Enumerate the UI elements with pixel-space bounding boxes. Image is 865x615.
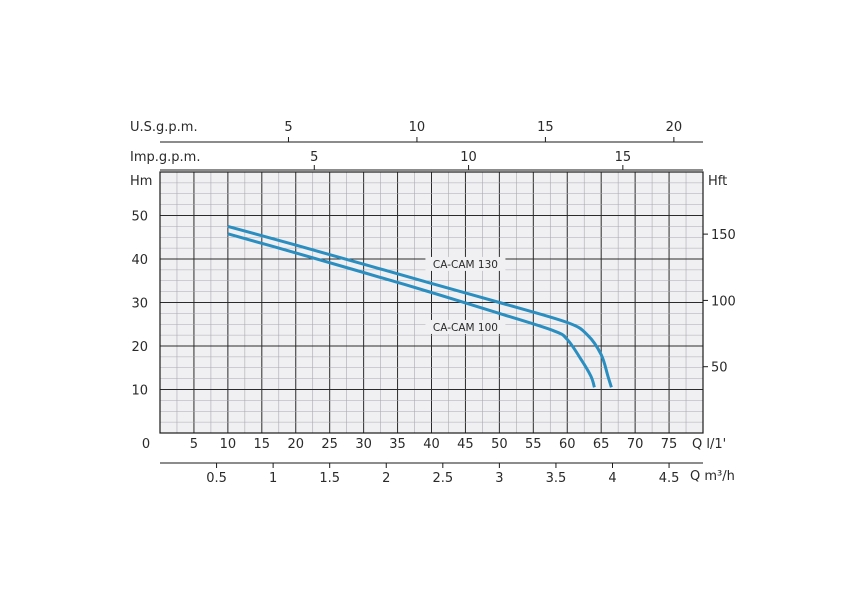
series-layer: CA-CAM 130 CA-CAM 100 <box>227 224 613 388</box>
x-tick-label: 35 <box>389 437 406 452</box>
hft-tick-label: 150 <box>711 228 736 243</box>
y-tick-label: 40 <box>131 253 148 268</box>
m3h-tick-label: 1 <box>269 471 277 486</box>
m3h-tick-label: 2 <box>382 471 390 486</box>
usgpm-axis-label: U.S.g.p.m. <box>130 120 198 135</box>
usgpm-axis: 5 10 15 20 <box>284 120 682 142</box>
x-axis-unit-label: Q l/1' <box>692 437 726 452</box>
x-tick-label: 0 <box>142 437 150 452</box>
m3h-tick-label: 0.5 <box>206 471 227 486</box>
x-tick-label: 75 <box>661 437 678 452</box>
impgpm-tick-label: 5 <box>310 150 318 165</box>
x-tick-label: 30 <box>355 437 372 452</box>
x-tick-label: 50 <box>491 437 508 452</box>
y-axis: 10 20 30 40 50 <box>131 210 148 399</box>
x-tick-label: 55 <box>525 437 542 452</box>
x-tick-label: 15 <box>254 437 271 452</box>
x-tick-label: 20 <box>287 437 304 452</box>
x-tick-label: 65 <box>593 437 610 452</box>
series-label-bg <box>425 256 506 271</box>
hft-tick-label: 50 <box>711 361 728 376</box>
m3h-tick-label: 1.5 <box>319 471 340 486</box>
impgpm-tick-label: 10 <box>460 150 477 165</box>
y-tick-label: 10 <box>131 384 148 399</box>
m3h-tick-label: 3.5 <box>546 471 567 486</box>
m3h-tick-label: 3 <box>495 471 503 486</box>
x-tick-label: 5 <box>190 437 198 452</box>
usgpm-tick-label: 10 <box>409 120 426 135</box>
m3h-axis-label: Q m³/h <box>690 469 735 484</box>
x-axis: 0 5 10 15 20 25 30 35 40 45 50 55 60 65 70 75 <box>142 437 677 452</box>
m3h-tick-label: 2.5 <box>432 471 453 486</box>
x-tick-label: 25 <box>321 437 338 452</box>
hft-axis-label: Hft <box>708 174 727 189</box>
y-tick-label: 50 <box>131 210 148 225</box>
plot-frame <box>159 171 704 434</box>
hft-axis: 50 100 150 <box>703 228 736 376</box>
m3h-axis: 0.5 1 1.5 2 2.5 3 3.5 4 4.5 <box>206 463 679 486</box>
y-tick-label: 30 <box>131 297 148 312</box>
series-label-bg <box>425 319 506 334</box>
y-tick-label: 20 <box>131 340 148 355</box>
m3h-tick-label: 4.5 <box>659 471 680 486</box>
series-label-ca-cam-130: CA-CAM 130 <box>433 259 498 271</box>
usgpm-tick-label: 15 <box>537 120 554 135</box>
impgpm-axis: 5 10 15 <box>310 150 631 170</box>
x-tick-label: 40 <box>423 437 440 452</box>
usgpm-tick-label: 5 <box>284 120 292 135</box>
x-tick-label: 60 <box>559 437 576 452</box>
m3h-tick-label: 4 <box>608 471 616 486</box>
series-label-ca-cam-100: CA-CAM 100 <box>433 322 498 334</box>
impgpm-axis-label: Imp.g.p.m. <box>130 150 200 165</box>
series-line-ca-cam-130 <box>227 224 613 388</box>
series-line-ca-cam-100 <box>227 232 596 388</box>
impgpm-tick-label: 15 <box>615 150 632 165</box>
x-tick-label: 45 <box>457 437 474 452</box>
y-axis-label: Hm <box>130 174 152 189</box>
x-tick-label: 10 <box>220 437 237 452</box>
x-tick-label: 70 <box>627 437 644 452</box>
usgpm-tick-label: 20 <box>666 120 683 135</box>
hft-tick-label: 100 <box>711 294 736 309</box>
